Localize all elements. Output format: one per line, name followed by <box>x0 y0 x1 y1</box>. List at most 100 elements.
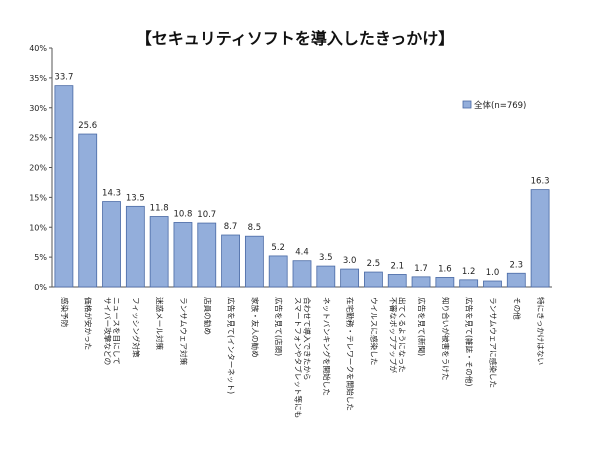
bar-value-label: 33.7 <box>54 73 73 83</box>
category-label-line: 広告を見て(新聞) <box>417 297 427 356</box>
bar-value-label: 4.4 <box>295 248 309 258</box>
bar <box>506 272 526 288</box>
category-label-line: ランサムウェア対策 <box>179 297 189 366</box>
bar-value-label: 3.0 <box>343 256 357 266</box>
bar <box>268 255 288 288</box>
bar-value-label: 5.2 <box>271 243 285 253</box>
bar <box>459 279 479 288</box>
bar <box>435 277 455 288</box>
bar <box>173 222 193 288</box>
category-label: 広告を見て(インターネット) <box>227 297 237 394</box>
category-label-line: 広告を見て(雑誌・その他) <box>465 297 475 386</box>
category-label: スマートフォンやタブレット等にも 合わせて導入できたから <box>294 297 313 418</box>
category-label: 迷惑メール対策 <box>155 297 165 351</box>
category-label-line: 店員の勧め <box>203 297 213 335</box>
category-labels: 感染予防 価格が安かった サイバー攻撃などの ニュースを目にして フィッシング対策 迷惑メ… <box>60 297 546 418</box>
y-tick-label: 25% <box>29 134 47 143</box>
bar-value-label: 10.8 <box>173 209 192 219</box>
category-label-line: スマートフォンやタブレット等にも <box>294 297 304 418</box>
category-label: フィッシング対策 <box>131 297 141 358</box>
category-label: その他 <box>512 297 522 320</box>
y-axis-ticks: 0% 5% 10% 15% 20% 25% 30% 35% 40% <box>29 44 52 292</box>
bar-value-label: 1.6 <box>438 264 452 274</box>
category-label-line: 広告を見て(店頭) <box>274 297 284 356</box>
bar-value-label: 13.5 <box>126 193 145 203</box>
bar <box>340 268 360 288</box>
bar-value-label: 16.3 <box>531 177 550 187</box>
bar <box>197 222 217 288</box>
category-label-line: 家族・友人の勧め <box>250 297 260 358</box>
bar-value-label: 11.8 <box>150 203 169 213</box>
bar <box>244 235 264 288</box>
bar-value-label: 25.6 <box>78 121 97 131</box>
bar-value-label: 1.0 <box>486 268 500 278</box>
category-label-line: ネットバンキングを開始した <box>322 297 332 396</box>
category-label-line: ランサムウェアに感染した <box>488 297 498 388</box>
category-label: 知り合いが被害をうけた <box>441 297 451 381</box>
category-label-line: 知り合いが被害をうけた <box>441 297 451 381</box>
category-label-line: フィッシング対策 <box>131 297 141 358</box>
category-label-line: 迷惑メール対策 <box>155 297 165 351</box>
bar-value-label: 2.5 <box>367 259 381 269</box>
bar-value-label: 8.7 <box>224 222 238 232</box>
bar <box>364 271 383 288</box>
category-label: 店員の勧め <box>203 297 213 335</box>
bar <box>411 276 431 288</box>
bar <box>221 234 240 288</box>
bar-value-label: 2.1 <box>390 261 404 271</box>
legend-label: 全体(n=769) <box>474 100 526 111</box>
bar <box>387 274 407 288</box>
category-label-line: 感染予防 <box>60 297 70 328</box>
y-tick-label: 35% <box>29 74 47 83</box>
category-label: ネットバンキングを開始した <box>322 297 332 396</box>
category-label: 感染予防 <box>60 297 70 328</box>
category-label-line: 不審なポップアップが <box>389 297 399 373</box>
bar-value-label: 8.5 <box>248 223 262 233</box>
category-label: 広告を見て(店頭) <box>274 297 284 356</box>
category-label: 広告を見て(新聞) <box>417 297 427 356</box>
bar <box>102 201 121 288</box>
bar-value-label: 1.2 <box>462 267 476 277</box>
category-label-line: 在宅勤務・テレワークを開始した <box>346 297 356 411</box>
bar <box>78 133 98 288</box>
legend-swatch <box>462 100 472 109</box>
y-tick-label: 0% <box>34 283 47 292</box>
category-label-line: 出てくるようになった <box>398 297 408 373</box>
category-label: ランサムウェアに感染した <box>488 297 498 388</box>
bar-value-label: 14.3 <box>102 189 121 199</box>
bar <box>316 265 336 288</box>
bar <box>292 260 312 288</box>
category-label-line: ニュースを目にして <box>112 297 121 365</box>
y-tick-label: 5% <box>34 253 47 262</box>
chart-title: 【セキュリティソフトを導入したきっかけ】 <box>136 29 454 48</box>
bars <box>54 85 550 288</box>
bar-value-label: 3.5 <box>319 253 333 263</box>
category-label: 家族・友人の勧め <box>250 297 260 358</box>
bar-value-label: 2.3 <box>510 260 524 270</box>
category-label-line: 広告を見て(インターネット) <box>227 297 237 394</box>
category-label: 価格が安かった <box>84 297 94 350</box>
category-label-line: その他 <box>512 297 522 320</box>
category-label-line: 特にきっかけはない <box>536 297 546 365</box>
bar <box>530 189 550 288</box>
category-label-line: ウイルスに感染した <box>369 297 379 365</box>
bar <box>483 280 502 288</box>
category-label: ランサムウェア対策 <box>179 297 189 366</box>
bar <box>125 205 145 288</box>
category-label-line: 価格が安かった <box>84 297 94 350</box>
category-label: ウイルスに感染した <box>369 297 379 365</box>
category-label-line: 合わせて導入できたから <box>303 297 313 381</box>
bar-value-label: 10.7 <box>197 210 216 220</box>
category-label: サイバー攻撃などの ニュースを目にして <box>103 297 121 365</box>
y-tick-label: 10% <box>29 223 47 232</box>
value-labels: 33.7 25.6 14.3 13.5 11.8 10.8 10.7 8.7 8.5 5.2 4.4… <box>54 73 549 278</box>
y-tick-label: 40% <box>29 44 47 53</box>
category-label: 在宅勤務・テレワークを開始した <box>346 297 356 411</box>
category-label: 特にきっかけはない <box>536 297 546 365</box>
bar <box>149 216 169 288</box>
y-tick-label: 20% <box>29 164 47 173</box>
category-label-line: サイバー攻撃などの <box>103 297 113 365</box>
bar <box>54 85 74 288</box>
legend: 全体(n=769) <box>462 100 526 111</box>
